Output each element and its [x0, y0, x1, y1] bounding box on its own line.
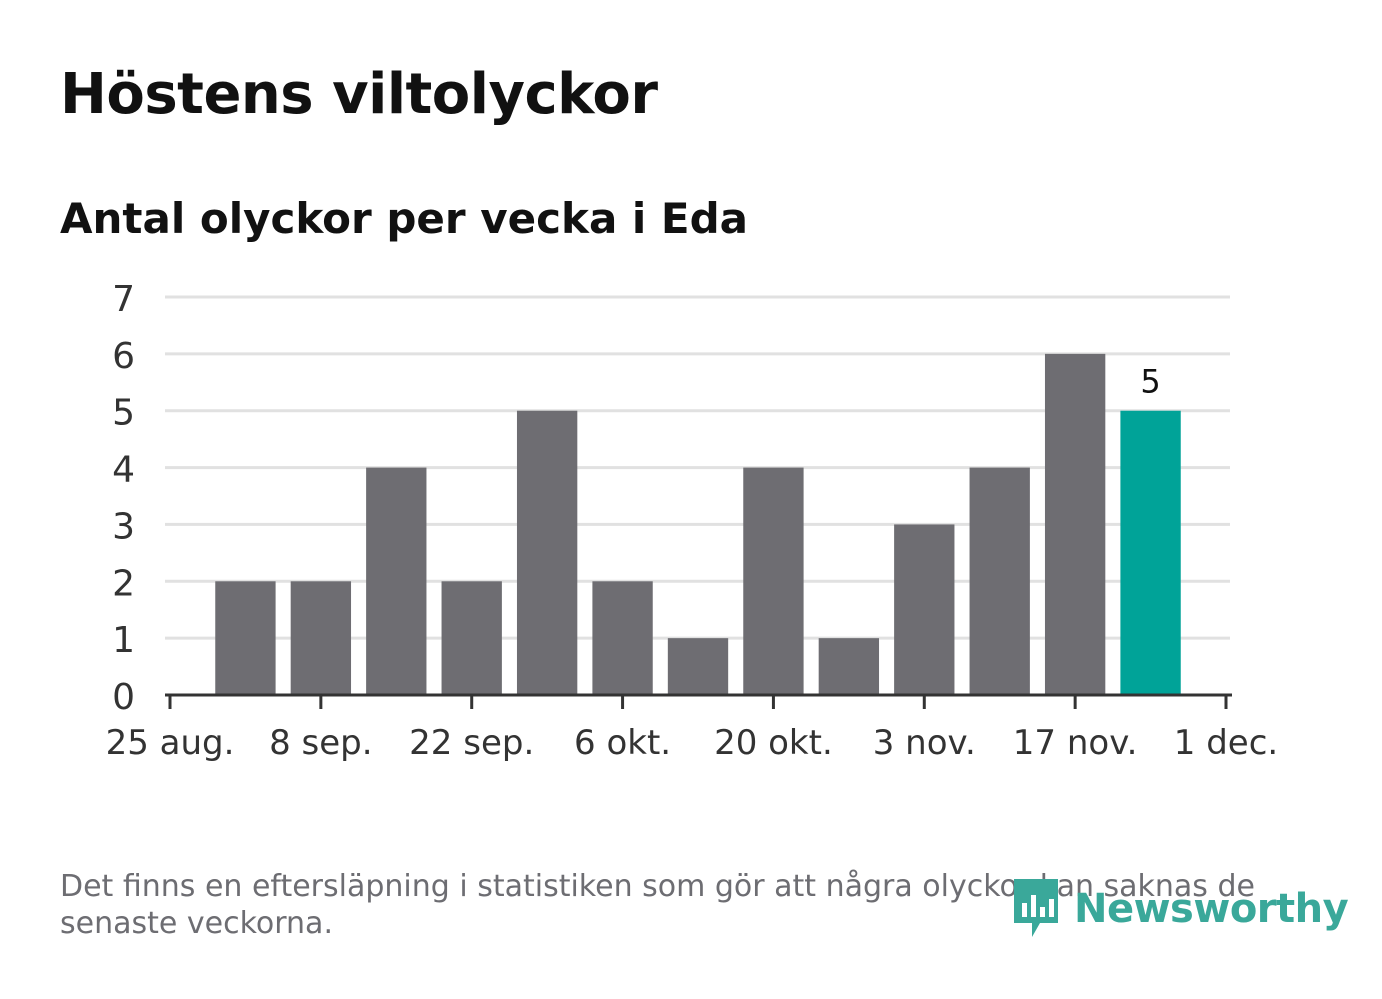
bar [894, 524, 955, 695]
chart-title: Höstens viltolyckor [60, 62, 658, 127]
x-tick-label: 1 dec. [1174, 723, 1278, 763]
y-tick-label: 2 [112, 563, 135, 604]
data-labels: 5 [1140, 363, 1160, 401]
x-tick-label: 8 sep. [269, 723, 372, 763]
x-tick-label: 25 aug. [106, 723, 235, 763]
x-tick-label: 3 nov. [873, 723, 976, 763]
bar [215, 581, 276, 695]
y-tick-label: 0 [112, 677, 135, 718]
newsworthy-logo-icon [1014, 879, 1058, 937]
y-tick-label: 4 [112, 450, 135, 491]
bar [441, 581, 502, 695]
bar-chart: 0 1 2 3 4 5 6 7 5 25 aug. 8 sep. 22 sep. 6 okt. 20 … [106, 279, 1279, 763]
y-tick-label: 1 [112, 620, 135, 661]
x-axis: 25 aug. 8 sep. 22 sep. 6 okt. 20 okt. 3 nov. 1… [106, 693, 1278, 763]
bars [215, 353, 1181, 695]
x-tick-label: 22 sep. [409, 723, 534, 763]
bar [516, 410, 578, 695]
y-tick-label: 5 [112, 393, 135, 434]
bar [366, 467, 427, 695]
bar [592, 581, 653, 695]
bar [1044, 353, 1106, 695]
x-tick-label: 6 okt. [574, 723, 671, 763]
bar [818, 638, 880, 695]
bar [667, 638, 729, 695]
brand-logo: Newsworthy [1010, 876, 1349, 942]
x-tick-label: 20 okt. [714, 723, 833, 763]
x-tick-label: 17 nov. [1013, 723, 1138, 763]
bar [969, 467, 1030, 695]
bar [743, 467, 804, 695]
bar [290, 581, 352, 695]
chart-subtitle: Antal olyckor per vecka i Eda [60, 194, 749, 243]
brand-name: Newsworthy [1074, 886, 1349, 932]
y-tick-label: 7 [112, 279, 135, 320]
data-label: 5 [1140, 363, 1160, 401]
y-tick-label: 3 [112, 506, 135, 547]
y-tick-label: 6 [112, 336, 135, 377]
y-axis-ticks: 0 1 2 3 4 5 6 7 [112, 279, 135, 718]
bar-highlighted [1120, 410, 1181, 695]
